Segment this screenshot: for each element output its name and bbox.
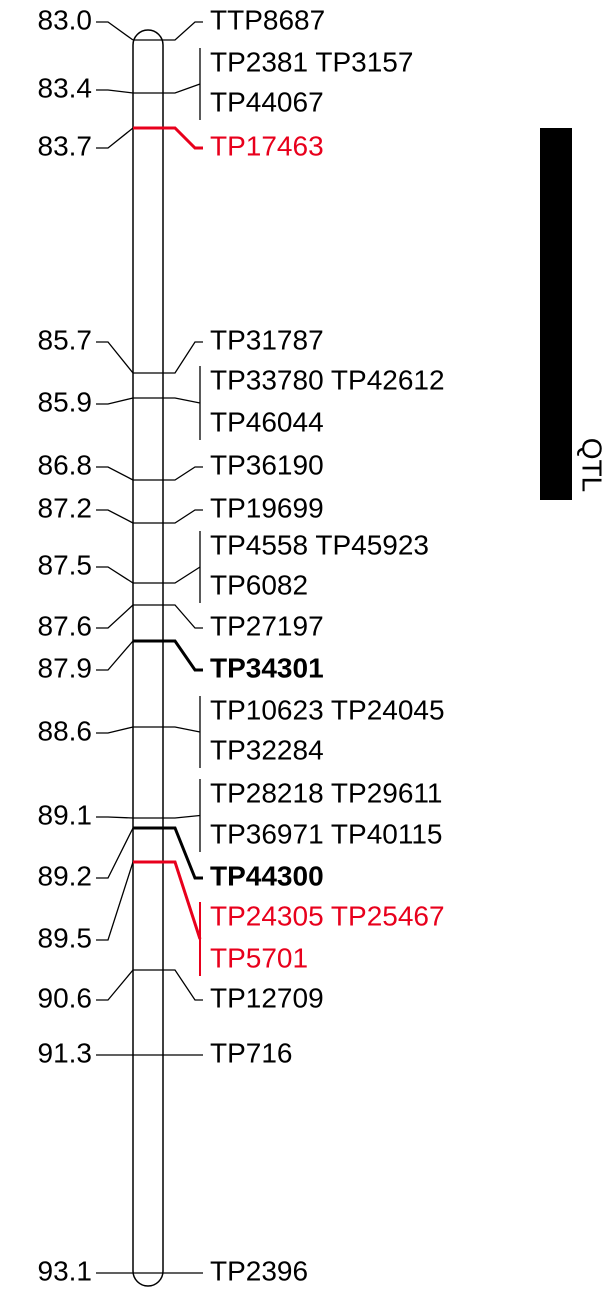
right-connector — [163, 604, 203, 629]
marker-label: TP19699 — [210, 492, 324, 523]
right-connector — [163, 466, 203, 481]
right-connector — [163, 860, 202, 940]
qtl-label: QTL — [577, 438, 608, 492]
marker-label: TP36971 TP40115 — [210, 818, 442, 849]
position-label: 85.9 — [38, 386, 93, 417]
marker-label: TP5701 — [210, 942, 308, 973]
position-label: 87.6 — [38, 610, 93, 641]
left-connector — [96, 89, 134, 94]
left-connector — [96, 726, 134, 734]
marker-label: TP4558 TP45923 — [210, 529, 429, 560]
marker-label: TP6082 — [210, 569, 308, 600]
marker-label: TP17463 — [210, 130, 324, 161]
position-label: 87.9 — [38, 652, 93, 683]
left-connector — [96, 21, 134, 41]
position-label: 88.6 — [38, 715, 93, 746]
position-label: 89.2 — [38, 860, 93, 891]
right-connector — [163, 126, 203, 150]
marker-label: TP28218 TP29611 — [210, 777, 442, 808]
marker-label: TP12709 — [210, 982, 324, 1013]
position-label: 83.7 — [38, 130, 93, 161]
left-connector — [96, 566, 134, 584]
position-label: 83.0 — [38, 4, 93, 35]
right-connector — [163, 639, 203, 672]
right-connector — [163, 341, 203, 374]
right-connector — [163, 826, 203, 880]
marker-label: TTP8687 — [210, 4, 325, 35]
right-connector — [163, 566, 201, 584]
position-label: 89.1 — [38, 799, 93, 830]
marker-label: TP716 — [210, 1037, 293, 1068]
left-connector — [96, 816, 134, 819]
marker-label: TP46044 — [210, 406, 324, 437]
position-label: 93.1 — [38, 1255, 93, 1286]
right-connector — [163, 726, 201, 733]
right-connector — [163, 814, 201, 819]
left-connector — [96, 604, 134, 629]
chromosome — [132, 29, 164, 1287]
left-connector — [96, 969, 134, 1001]
position-label: 90.6 — [38, 982, 93, 1013]
position-label: 89.5 — [38, 922, 93, 953]
left-connector — [96, 341, 134, 374]
marker-label: TP27197 — [210, 610, 324, 641]
right-connector — [163, 397, 201, 404]
qtl-bar — [540, 128, 572, 500]
position-label: 86.8 — [38, 449, 93, 480]
right-connector — [163, 509, 203, 524]
marker-label: TP33780 TP42612 — [210, 364, 445, 395]
left-connector — [96, 827, 134, 879]
position-label: 85.7 — [38, 324, 93, 355]
position-label: 87.5 — [38, 549, 93, 580]
marker-label: TP2381 TP3157 — [210, 46, 413, 77]
position-label: 83.4 — [38, 72, 93, 103]
marker-label: TP24305 TP25467 — [210, 900, 445, 931]
marker-label: TP31787 — [210, 324, 324, 355]
right-connector — [163, 21, 203, 41]
right-connector — [163, 969, 203, 1001]
left-connector — [96, 397, 134, 405]
marker-label: TP34301 — [210, 652, 324, 683]
marker-label: TP36190 — [210, 449, 324, 480]
marker-label: TP32284 — [210, 734, 324, 765]
position-label: 87.2 — [38, 492, 93, 523]
marker-label: TP44067 — [210, 86, 324, 117]
position-label: 91.3 — [38, 1037, 93, 1068]
left-connector — [96, 509, 134, 524]
right-connector — [163, 83, 201, 94]
marker-label: TP44300 — [210, 860, 324, 891]
left-connector — [96, 127, 134, 149]
left-connector — [96, 640, 134, 671]
left-connector — [96, 466, 134, 481]
marker-label: TP10623 TP24045 — [210, 694, 445, 725]
left-connector — [96, 861, 134, 941]
marker-label: TP2396 — [210, 1255, 308, 1286]
